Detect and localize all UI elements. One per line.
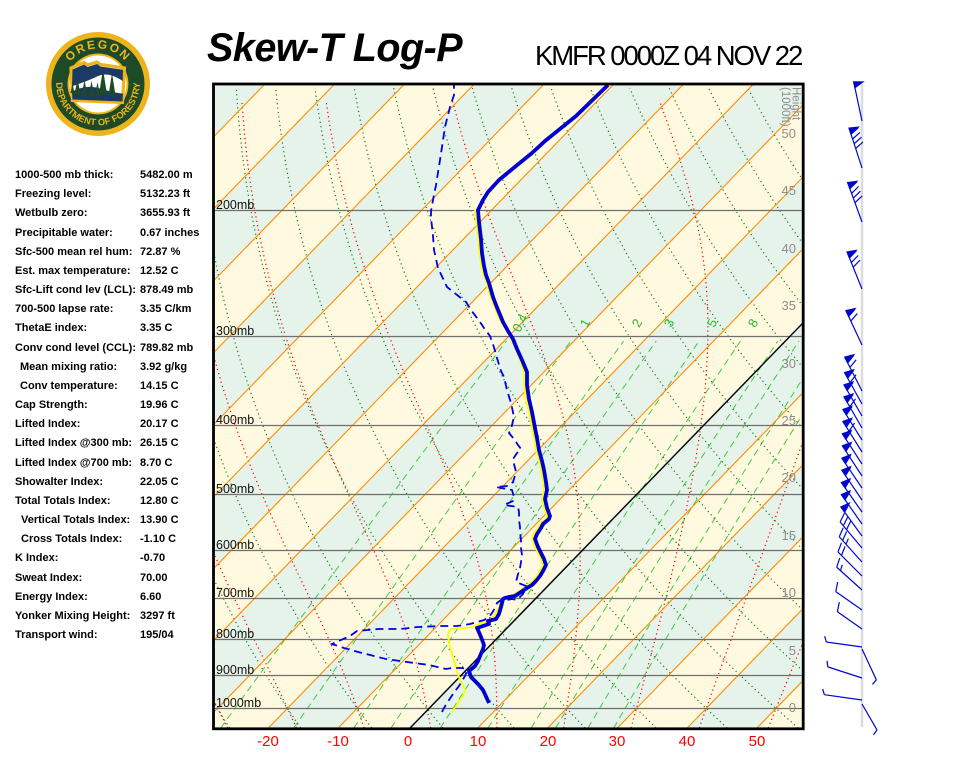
svg-text:700mb: 700mb xyxy=(216,586,254,600)
svg-text:45: 45 xyxy=(782,183,796,198)
svg-text:800mb: 800mb xyxy=(216,627,254,641)
svg-text:50: 50 xyxy=(782,126,796,141)
svg-text:600mb: 600mb xyxy=(216,538,254,552)
svg-text:0.4: 0.4 xyxy=(509,311,531,334)
svg-text:400mb: 400mb xyxy=(216,413,254,427)
svg-text:25: 25 xyxy=(782,413,796,428)
svg-text:35: 35 xyxy=(782,298,796,313)
svg-text:-10: -10 xyxy=(327,733,349,750)
svg-text:5: 5 xyxy=(789,643,796,658)
svg-text:40: 40 xyxy=(679,733,696,750)
svg-text:1000mb: 1000mb xyxy=(216,696,261,710)
svg-text:50: 50 xyxy=(749,733,766,750)
svg-text:30: 30 xyxy=(609,733,626,750)
svg-text:30: 30 xyxy=(782,356,796,371)
svg-text:Height: Height xyxy=(790,87,802,121)
svg-text:(1000ft): (1000ft) xyxy=(779,87,791,127)
svg-text:20: 20 xyxy=(782,470,796,485)
svg-text:20: 20 xyxy=(540,733,557,750)
svg-text:10: 10 xyxy=(782,585,796,600)
svg-text:300mb: 300mb xyxy=(216,324,254,338)
svg-text:0: 0 xyxy=(789,700,796,715)
svg-text:10: 10 xyxy=(470,733,487,750)
svg-text:500mb: 500mb xyxy=(216,482,254,496)
svg-text:200mb: 200mb xyxy=(216,198,254,212)
svg-text:15: 15 xyxy=(782,528,796,543)
svg-text:900mb: 900mb xyxy=(216,663,254,677)
svg-text:40: 40 xyxy=(782,241,796,256)
svg-text:0: 0 xyxy=(404,733,412,750)
svg-text:-20: -20 xyxy=(257,733,279,750)
